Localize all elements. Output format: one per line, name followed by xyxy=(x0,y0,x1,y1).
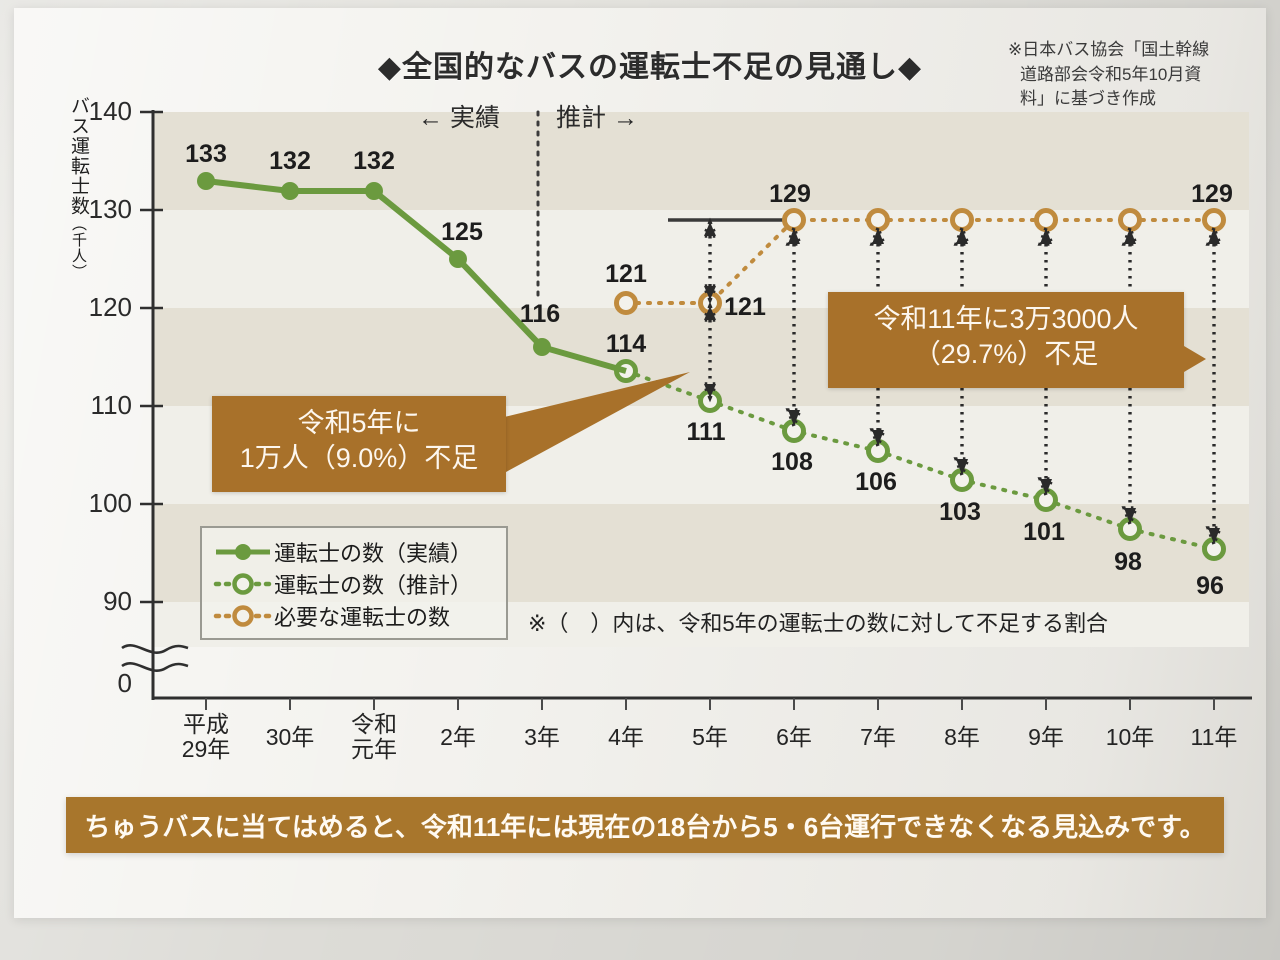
legend: 運転士の数（実績） 運転士の数（推計） 必要な運転士の数 xyxy=(200,526,508,640)
series-actual xyxy=(197,172,627,374)
source-note-line-2: 道路部会令和5年10月資 xyxy=(1020,64,1202,84)
value-label-actual-4: 116 xyxy=(519,300,561,328)
callout-shortage-2023: 令和5年に 1万人（9.0%）不足 xyxy=(212,396,506,492)
legend-label-required: 必要な運転士の数 xyxy=(274,605,451,630)
y-tick-label-120: 120 xyxy=(88,292,132,322)
legend-symbol-dotted-hollow-green-icon xyxy=(212,571,274,597)
y-axis-label: バス運転士数（千人） xyxy=(62,96,89,346)
callout-1-pointer xyxy=(500,372,690,472)
source-note-line-3: 料」に基づき作成 xyxy=(1020,89,1156,109)
value-label-estimate-7: 96 xyxy=(1196,572,1224,600)
source-note: ※日本バス協会「国土幹線 道路部会令和5年10月資 料」に基づき作成 xyxy=(1008,38,1260,112)
legend-label-actual: 運転士の数（実績） xyxy=(274,541,473,566)
x-tick-label-3: 2年 xyxy=(440,724,476,750)
callout-1-line-1: 令和5年に xyxy=(297,408,421,438)
callout-1-line-2: 1万人（9.0%）不足 xyxy=(239,443,479,474)
x-tick-label-4: 3年 xyxy=(524,724,560,750)
y-ticks xyxy=(140,110,163,604)
value-label-estimate-4: 103 xyxy=(939,498,981,526)
y-axis-label-unit: （千人） xyxy=(70,216,87,280)
y-tick-label-130: 130 xyxy=(88,194,132,224)
y-tick-label-90: 90 xyxy=(103,586,132,616)
series-estimate xyxy=(614,359,1226,561)
legend-symbol-dotted-hollow-orange-icon xyxy=(212,603,274,629)
legend-item-estimate: 運転士の数（推計） xyxy=(212,568,496,600)
segment-label-estimate: 推計 → xyxy=(556,104,638,132)
x-tick-label-12: 11年 xyxy=(1190,724,1238,750)
x-tick-label-8: 7年 xyxy=(860,724,896,750)
value-label-required-0: 121 xyxy=(605,260,647,288)
value-label-actual-3: 125 xyxy=(441,218,483,246)
value-label-estimate-3: 106 xyxy=(855,468,897,496)
x-ticks xyxy=(205,698,1215,710)
value-label-estimate-2: 108 xyxy=(771,448,813,476)
legend-item-required: 必要な運転士の数 xyxy=(212,600,496,632)
y-tick-label-140: 140 xyxy=(88,96,132,126)
x-tick-label-6: 5年 xyxy=(692,724,728,750)
x-tick-label-7: 6年 xyxy=(776,724,812,750)
y-tick-label-0: 0 xyxy=(117,668,132,698)
value-label-estimate-6: 98 xyxy=(1114,548,1142,576)
value-label-actual-2: 132 xyxy=(353,147,395,175)
value-label-estimate-5: 101 xyxy=(1023,518,1065,546)
x-tick-label-9: 8年 xyxy=(944,724,980,750)
x-tick-label-0: 平成 29年 xyxy=(181,711,231,762)
page-title: ◆全国的なバスの運転士不足の見通し◆ xyxy=(377,51,923,84)
x-tick-label-1: 30年 xyxy=(265,724,315,750)
axis-break-icon xyxy=(121,644,189,672)
value-label-required-2: 129 xyxy=(769,180,811,208)
y-tick-label-100: 100 xyxy=(88,488,132,518)
callout-2-line-2: （29.7%）不足 xyxy=(913,339,1099,370)
x-tick-label-2: 令和 元年 xyxy=(351,711,397,762)
callout-2-pointer xyxy=(1184,346,1206,372)
value-label-estimate-0: 114 xyxy=(605,330,647,358)
x-tick-label-11: 10年 xyxy=(1105,724,1155,750)
source-note-line-1: ※日本バス協会「国土幹線 xyxy=(1008,40,1210,59)
callout-2-line-1: 令和11年に3万3000人 xyxy=(873,304,1139,334)
value-label-estimate-1: 111 xyxy=(686,418,726,446)
y-tick-label-110: 110 xyxy=(90,390,132,420)
value-label-actual-0: 133 xyxy=(185,140,227,168)
x-tick-label-10: 9年 xyxy=(1028,724,1064,750)
callout-shortage-2029: 令和11年に3万3000人 （29.7%）不足 xyxy=(828,292,1206,388)
x-tick-label-5: 4年 xyxy=(608,724,644,750)
value-label-required-1: 121 xyxy=(724,293,766,321)
value-label-required-7: 129 xyxy=(1191,180,1233,208)
segment-label-actual: ← 実績 xyxy=(418,104,500,132)
y-axis-label-text: バス運転士数 xyxy=(68,96,89,216)
legend-label-estimate: 運転士の数（推計） xyxy=(274,573,473,598)
bottom-banner: ちゅうバスに当てはめると、令和11年には現在の18台から5・6台運行できなくなる… xyxy=(66,797,1224,853)
legend-symbol-solid-filled-icon xyxy=(212,539,274,565)
value-label-actual-1: 132 xyxy=(269,147,311,175)
legend-item-actual: 運転士の数（実績） xyxy=(212,536,496,568)
footnote: ※（ ）内は、令和5年の運転士の数に対して不足する割合 xyxy=(528,611,1109,636)
